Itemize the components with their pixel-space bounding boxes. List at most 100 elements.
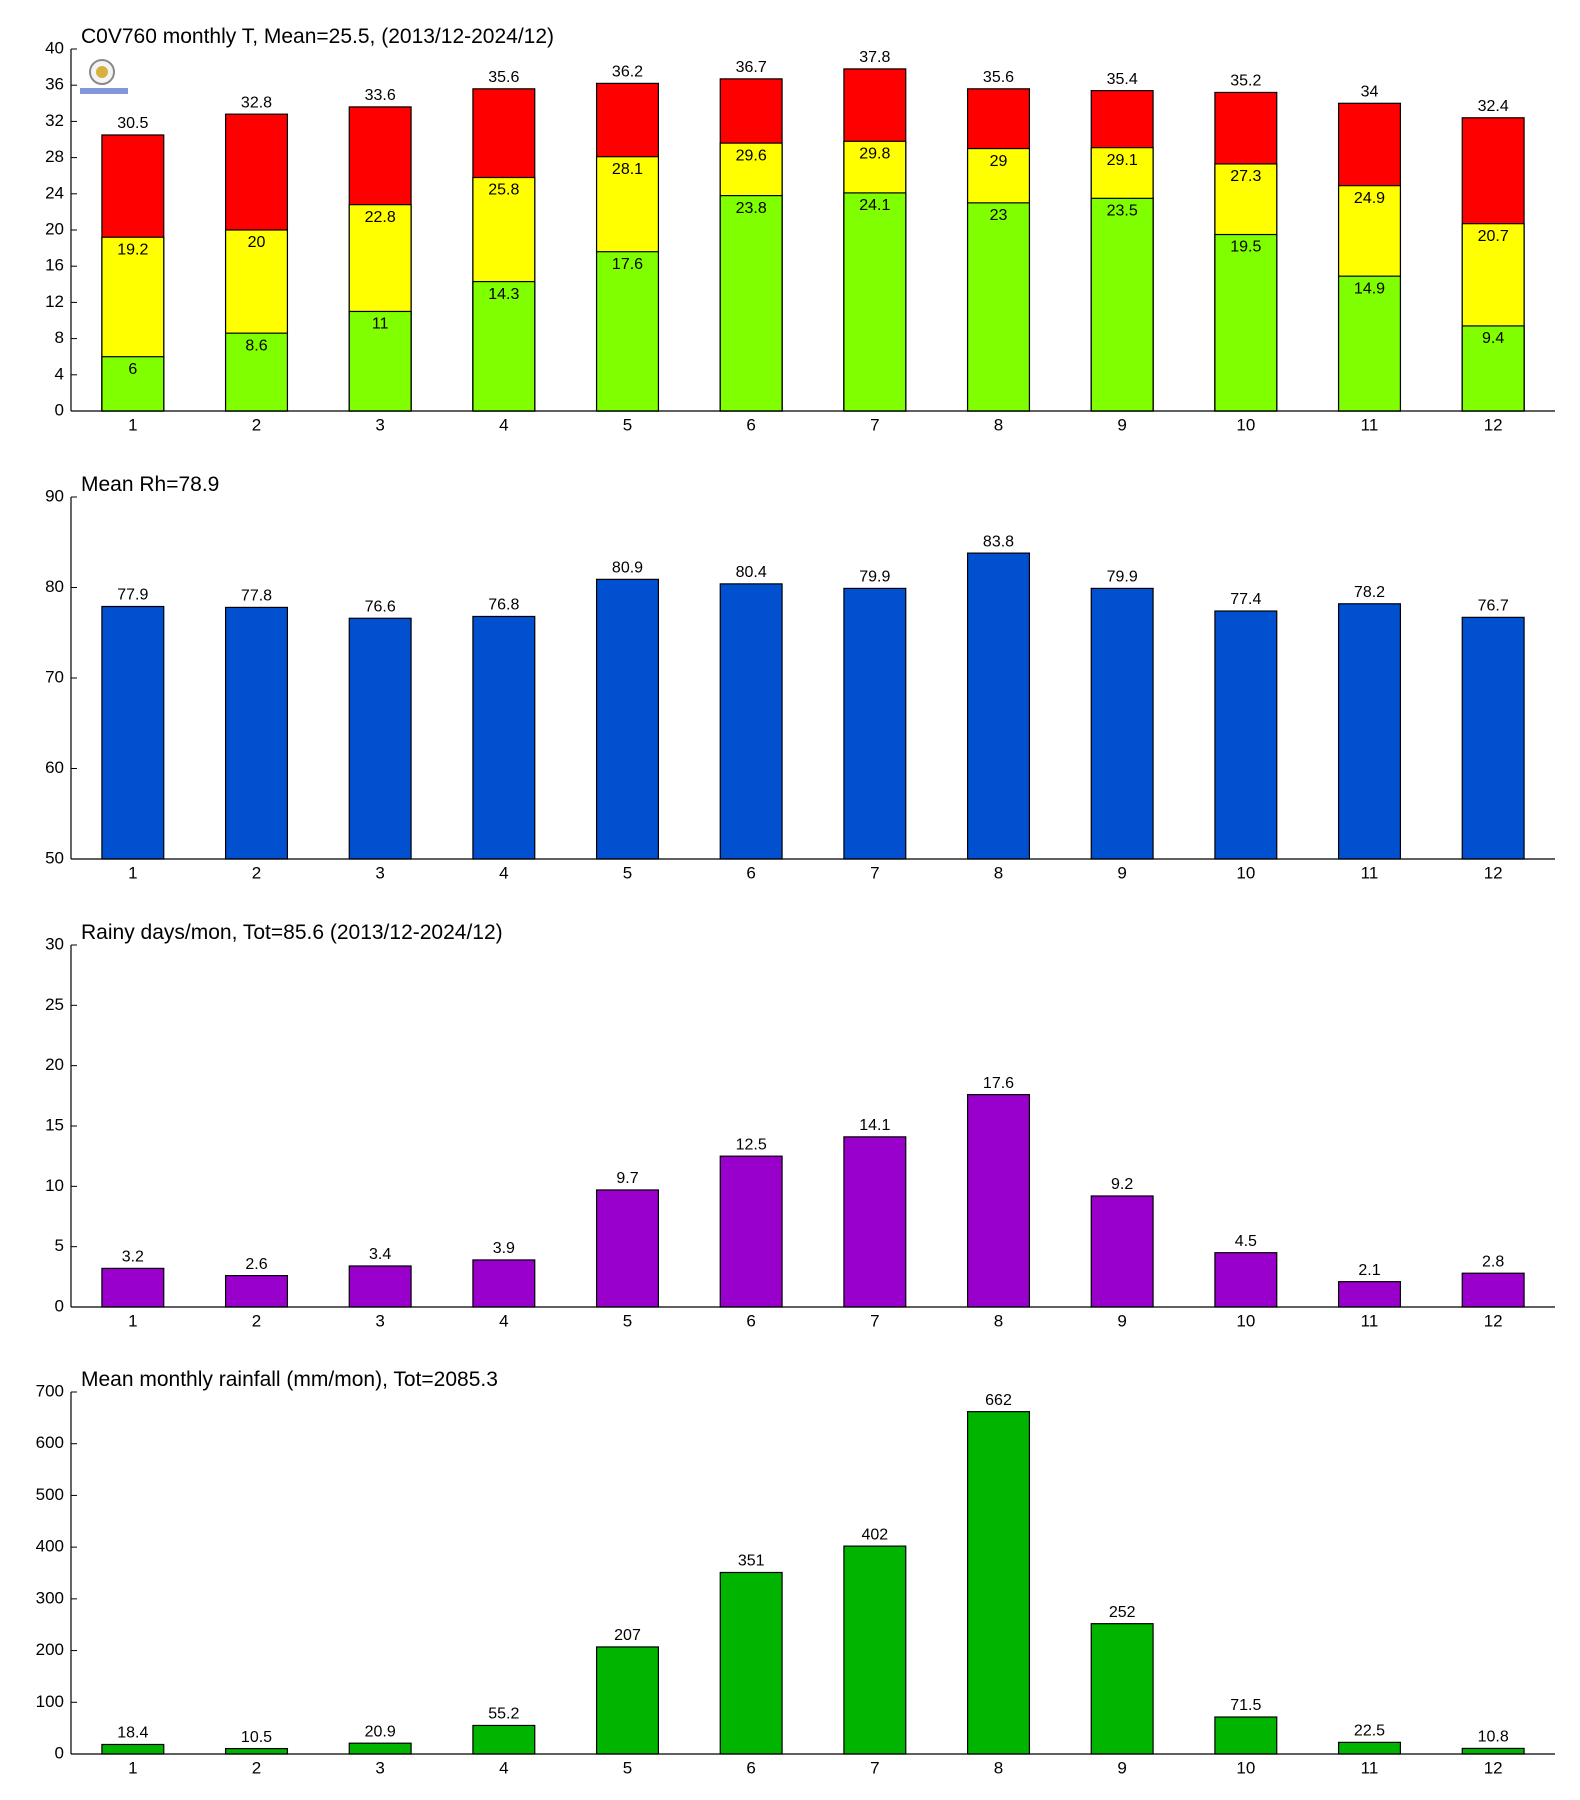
x-tick-label: 2 <box>252 1758 261 1777</box>
value-label: 8.6 <box>245 337 267 354</box>
x-tick-label: 6 <box>746 1311 755 1330</box>
value-label: 6 <box>128 361 137 378</box>
value-label: 10.5 <box>241 1729 272 1746</box>
y-tick-label: 500 <box>36 1485 64 1504</box>
bar <box>101 1743 165 1755</box>
value-label: 80.9 <box>612 560 643 577</box>
value-label: 23 <box>990 207 1008 224</box>
bar <box>1090 197 1154 412</box>
value-label: 20.9 <box>365 1723 396 1740</box>
x-tick-label: 6 <box>746 863 755 882</box>
value-label: 71.5 <box>1230 1697 1261 1714</box>
bar <box>595 578 660 860</box>
value-label: 9.2 <box>1111 1176 1133 1193</box>
value-label: 76.7 <box>1478 598 1509 615</box>
value-label: 20 <box>248 234 266 251</box>
bar <box>101 605 165 860</box>
bar <box>719 195 783 412</box>
bar <box>1461 616 1525 860</box>
x-tick-label: 9 <box>1117 863 1126 882</box>
y-tick-label: 600 <box>36 1433 64 1452</box>
y-tick-label: 28 <box>45 147 64 166</box>
bar <box>843 192 907 412</box>
x-tick-label: 7 <box>870 415 879 434</box>
y-tick-label: 16 <box>45 256 64 275</box>
value-label: 35.2 <box>1230 73 1261 90</box>
value-label: 36.2 <box>612 64 643 81</box>
x-tick-label: 4 <box>499 863 508 882</box>
value-label: 662 <box>985 1392 1012 1409</box>
value-label: 14.9 <box>1354 280 1385 297</box>
value-label: 30.5 <box>117 115 148 132</box>
x-tick-label: 6 <box>746 1758 755 1777</box>
value-label: 78.2 <box>1354 584 1385 601</box>
x-tick-label: 11 <box>1361 863 1379 882</box>
value-label: 29.6 <box>736 147 767 164</box>
x-tick-label: 2 <box>252 415 261 434</box>
bar <box>224 606 289 860</box>
value-label: 77.8 <box>241 588 272 605</box>
bar <box>1214 1716 1278 1755</box>
value-label: 25.8 <box>488 182 519 199</box>
bar <box>966 202 1031 412</box>
value-label: 2.6 <box>245 1256 267 1273</box>
chart-title: Mean monthly rainfall (mm/mon), Tot=2085… <box>81 1368 498 1391</box>
y-tick-label: 90 <box>45 486 64 505</box>
value-label: 11 <box>372 316 389 333</box>
x-tick-label: 5 <box>623 1758 632 1777</box>
x-tick-label: 4 <box>499 1758 508 1777</box>
value-label: 37.8 <box>859 49 890 66</box>
y-tick-label: 400 <box>36 1537 64 1556</box>
value-label: 29 <box>990 153 1008 170</box>
y-tick-label: 0 <box>55 1296 64 1315</box>
bar <box>1090 1623 1154 1755</box>
value-label: 14.3 <box>488 286 519 303</box>
bar <box>101 1267 165 1308</box>
chart: Mean monthly rainfall (mm/mon), Tot=2085… <box>36 1368 1555 1777</box>
x-tick-label: 10 <box>1236 863 1255 882</box>
logo <box>80 59 128 94</box>
bar <box>719 1571 783 1755</box>
y-tick-label: 100 <box>36 1692 64 1711</box>
x-tick-label: 1 <box>128 863 137 882</box>
value-label: 33.6 <box>365 87 396 104</box>
y-tick-label: 5 <box>55 1236 64 1255</box>
x-tick-label: 4 <box>499 415 508 434</box>
chart: C0V760 monthly T, Mean=25.5, (2013/12-20… <box>45 25 1555 434</box>
value-label: 28.1 <box>612 161 643 178</box>
value-label: 35.6 <box>983 69 1014 86</box>
x-tick-label: 3 <box>375 415 384 434</box>
value-label: 20.7 <box>1478 228 1509 245</box>
value-label: 83.8 <box>983 533 1014 550</box>
y-tick-label: 70 <box>45 667 64 686</box>
value-label: 76.8 <box>488 597 519 614</box>
value-label: 55.2 <box>488 1706 519 1723</box>
x-tick-label: 12 <box>1484 415 1503 434</box>
value-label: 17.6 <box>612 256 643 273</box>
value-label: 29.1 <box>1107 152 1138 169</box>
value-label: 24.1 <box>859 197 890 214</box>
value-label: 207 <box>614 1627 641 1644</box>
x-tick-label: 1 <box>128 1758 137 1777</box>
y-tick-label: 20 <box>45 1055 64 1074</box>
x-tick-label: 1 <box>128 1311 137 1330</box>
value-label: 3.2 <box>122 1249 144 1266</box>
value-label: 79.9 <box>859 569 890 586</box>
x-tick-label: 9 <box>1117 1758 1126 1777</box>
value-label: 76.6 <box>365 598 396 615</box>
x-tick-label: 4 <box>499 1311 508 1330</box>
x-tick-label: 8 <box>994 415 1003 434</box>
x-tick-label: 12 <box>1484 863 1503 882</box>
value-label: 19.5 <box>1230 239 1261 256</box>
y-tick-label: 700 <box>36 1381 64 1400</box>
x-tick-label: 3 <box>375 1311 384 1330</box>
bar <box>348 1742 412 1755</box>
value-label: 351 <box>738 1553 765 1570</box>
chart: Rainy days/mon, Tot=85.6 (2013/12-2024/1… <box>45 921 1555 1330</box>
value-label: 14.1 <box>859 1117 890 1134</box>
y-tick-label: 300 <box>36 1588 64 1607</box>
bar <box>843 1136 907 1308</box>
chart-title: Mean Rh=78.9 <box>81 473 219 496</box>
x-tick-label: 3 <box>375 1758 384 1777</box>
